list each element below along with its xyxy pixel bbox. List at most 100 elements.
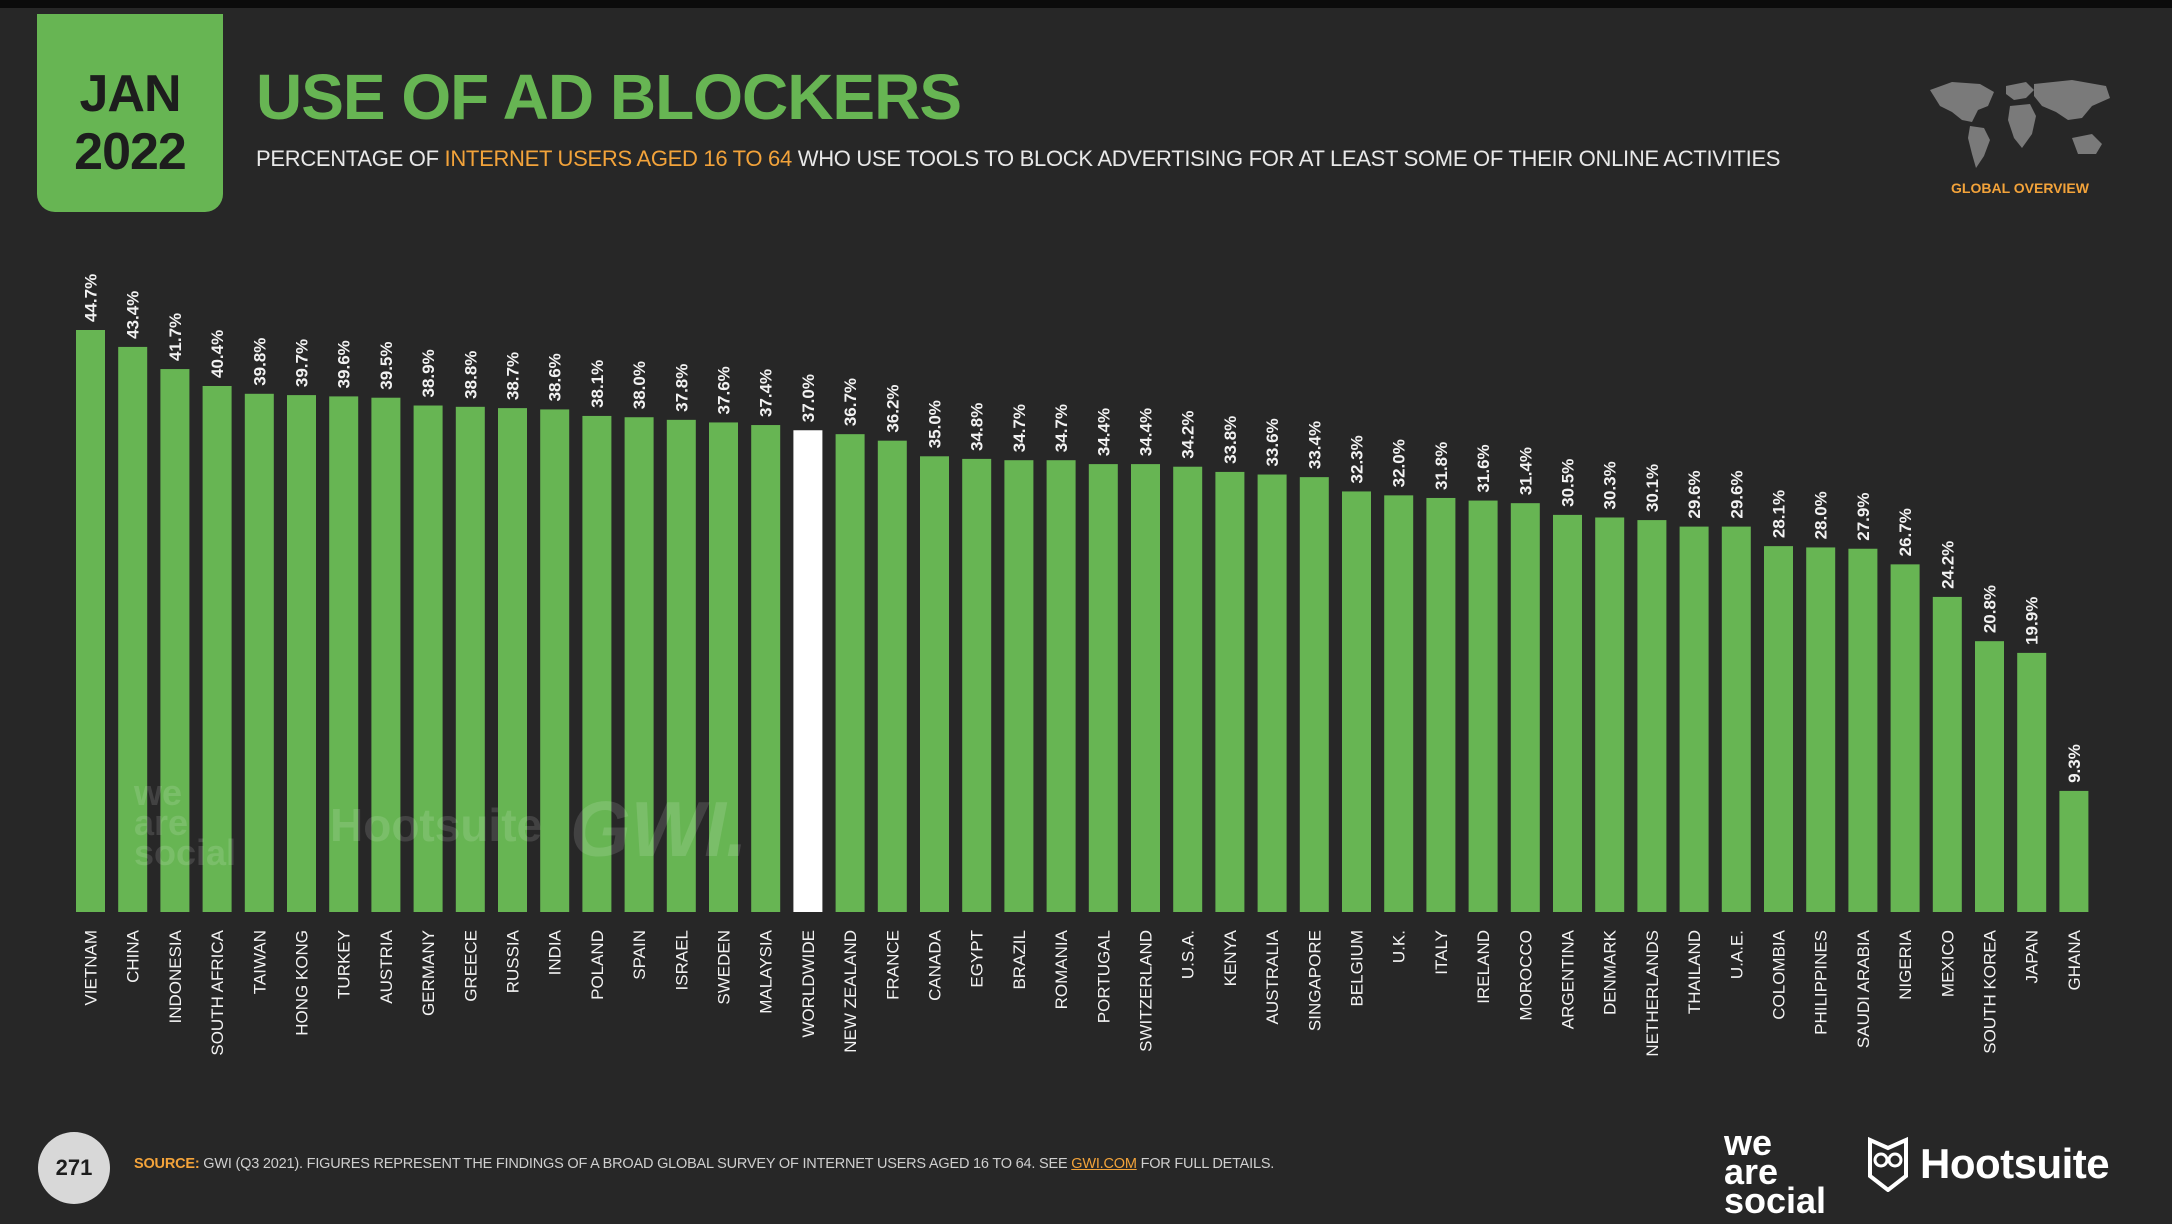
category-label-indonesia: INDONESIA bbox=[166, 929, 185, 1023]
world-map-icon bbox=[1930, 80, 2110, 168]
value-label-germany: 38.9% bbox=[419, 349, 438, 397]
category-label-worldwide: WORLDWIDE bbox=[799, 930, 818, 1038]
source-tail: FOR FULL DETAILS. bbox=[1136, 1156, 1275, 1172]
category-label-spain: SPAIN bbox=[630, 930, 649, 980]
category-label-ghana: GHANA bbox=[2065, 929, 2084, 990]
category-label-nigeria: NIGERIA bbox=[1896, 929, 1915, 1000]
category-label-turkey: TURKEY bbox=[335, 930, 354, 999]
bar-hong-kong bbox=[287, 395, 316, 912]
bar-india bbox=[540, 409, 570, 912]
source-link[interactable]: GWI.COM bbox=[1071, 1156, 1137, 1172]
value-label-israel: 37.8% bbox=[672, 364, 691, 412]
value-label-poland: 38.1% bbox=[588, 360, 607, 408]
bar-indonesia bbox=[160, 369, 190, 912]
page-subtitle: PERCENTAGE OF INTERNET USERS AGED 16 TO … bbox=[256, 146, 1780, 172]
category-label-romania: ROMANIA bbox=[1052, 929, 1071, 1009]
bar-argentina bbox=[1553, 514, 1582, 912]
bar-morocco bbox=[1510, 503, 1540, 912]
value-label-switzerland: 34.4% bbox=[1137, 408, 1156, 456]
category-label-singapore: SINGAPORE bbox=[1305, 930, 1324, 1031]
category-label-south-korea: SOUTH KOREA bbox=[1981, 929, 2000, 1053]
value-label-canada: 35.0% bbox=[926, 400, 945, 448]
source-label: SOURCE: bbox=[134, 1156, 200, 1172]
category-label-u-s-a: U.S.A. bbox=[1179, 930, 1198, 979]
badge-month: JAN bbox=[79, 65, 181, 123]
bar-turkey bbox=[329, 396, 359, 912]
category-label-vietnam: VIETNAM bbox=[82, 930, 101, 1006]
bar-mexico bbox=[1932, 596, 1962, 912]
value-label-ghana: 9.3% bbox=[2065, 744, 2084, 783]
value-label-egypt: 34.8% bbox=[968, 403, 987, 451]
category-label-netherlands: NETHERLANDS bbox=[1643, 930, 1662, 1057]
bar-saudi-arabia bbox=[1848, 548, 1878, 912]
bar-worldwide bbox=[793, 430, 823, 912]
bar-germany bbox=[413, 405, 443, 912]
bar-italy bbox=[1426, 497, 1456, 912]
bar-u-k bbox=[1384, 495, 1414, 912]
value-label-spain: 38.0% bbox=[630, 361, 649, 409]
subtitle-part1: PERCENTAGE OF bbox=[256, 146, 445, 171]
subtitle-highlight: INTERNET USERS AGED 16 TO 64 bbox=[444, 146, 793, 171]
bar-u-a-e bbox=[1721, 526, 1751, 912]
category-label-morocco: MOROCCO bbox=[1516, 930, 1535, 1021]
category-label-colombia: COLOMBIA bbox=[1770, 929, 1789, 1019]
date-badge: JAN 2022 bbox=[37, 14, 223, 212]
category-label-austria: AUSTRIA bbox=[377, 929, 396, 1003]
category-label-south-africa: SOUTH AFRICA bbox=[208, 929, 227, 1055]
bar-kenya bbox=[1215, 471, 1245, 912]
category-label-canada: CANADA bbox=[926, 929, 945, 1001]
category-label-germany: GERMANY bbox=[419, 930, 438, 1016]
category-label-portugal: PORTUGAL bbox=[1094, 930, 1113, 1023]
value-label-nigeria: 26.7% bbox=[1896, 508, 1915, 556]
bar-thailand bbox=[1679, 526, 1709, 912]
bar-brazil bbox=[1004, 460, 1034, 912]
value-label-ireland: 31.6% bbox=[1474, 444, 1493, 492]
value-label-netherlands: 30.1% bbox=[1643, 464, 1662, 512]
hootsuite-logo: Hootsuite bbox=[1866, 1136, 2110, 1192]
category-label-russia: RUSSIA bbox=[504, 929, 523, 993]
value-label-new-zealand: 36.7% bbox=[841, 378, 860, 426]
value-label-u-s-a: 34.2% bbox=[1179, 411, 1198, 459]
hootsuite-logo-text: Hootsuite bbox=[1920, 1140, 2110, 1187]
category-label-taiwan: TAIWAN bbox=[250, 930, 269, 994]
bar-austria bbox=[371, 397, 401, 912]
category-label-argentina: ARGENTINA bbox=[1559, 929, 1578, 1029]
value-label-france: 36.2% bbox=[883, 384, 902, 432]
category-label-italy: ITALY bbox=[1432, 930, 1451, 975]
value-label-australia: 33.6% bbox=[1263, 418, 1282, 466]
bar-spain bbox=[624, 417, 654, 912]
bar-ghana bbox=[2059, 790, 2089, 912]
bar-portugal bbox=[1088, 464, 1118, 912]
value-label-belgium: 32.3% bbox=[1348, 435, 1367, 483]
bar-ireland bbox=[1468, 500, 1498, 912]
category-label-malaysia: MALAYSIA bbox=[757, 929, 776, 1013]
source-text: GWI (Q3 2021). FIGURES REPRESENT THE FIN… bbox=[199, 1156, 1072, 1172]
bar-philippines bbox=[1806, 547, 1836, 912]
bar-israel bbox=[666, 419, 696, 912]
bar-sweden bbox=[709, 422, 738, 912]
value-label-indonesia: 41.7% bbox=[166, 313, 185, 361]
value-label-brazil: 34.7% bbox=[1010, 404, 1029, 452]
bar-colombia bbox=[1764, 546, 1793, 912]
value-label-morocco: 31.4% bbox=[1516, 447, 1535, 495]
bar-egypt bbox=[962, 458, 992, 912]
category-label-belgium: BELGIUM bbox=[1348, 930, 1367, 1007]
category-label-saudi-arabia: SAUDI ARABIA bbox=[1854, 929, 1873, 1048]
value-label-austria: 39.5% bbox=[377, 342, 396, 390]
value-label-u-k: 32.0% bbox=[1390, 439, 1409, 487]
category-label-israel: ISRAEL bbox=[672, 930, 691, 990]
category-label-china: CHINA bbox=[124, 929, 143, 983]
category-label-switzerland: SWITZERLAND bbox=[1137, 930, 1156, 1052]
we-are-social-logo: we are social bbox=[1724, 1122, 1827, 1221]
category-label-u-a-e: U.A.E. bbox=[1727, 930, 1746, 979]
category-label-australia: AUSTRALIA bbox=[1263, 929, 1282, 1024]
category-label-greece: GREECE bbox=[461, 930, 480, 1002]
bar-france bbox=[877, 440, 907, 912]
category-label-thailand: THAILAND bbox=[1685, 930, 1704, 1014]
bar-russia bbox=[498, 408, 527, 912]
category-label-philippines: PHILIPPINES bbox=[1812, 930, 1831, 1035]
value-label-hong-kong: 39.7% bbox=[293, 339, 312, 387]
category-label-hong-kong: HONG KONG bbox=[293, 930, 312, 1036]
page-title: USE OF AD BLOCKERS bbox=[256, 61, 962, 133]
